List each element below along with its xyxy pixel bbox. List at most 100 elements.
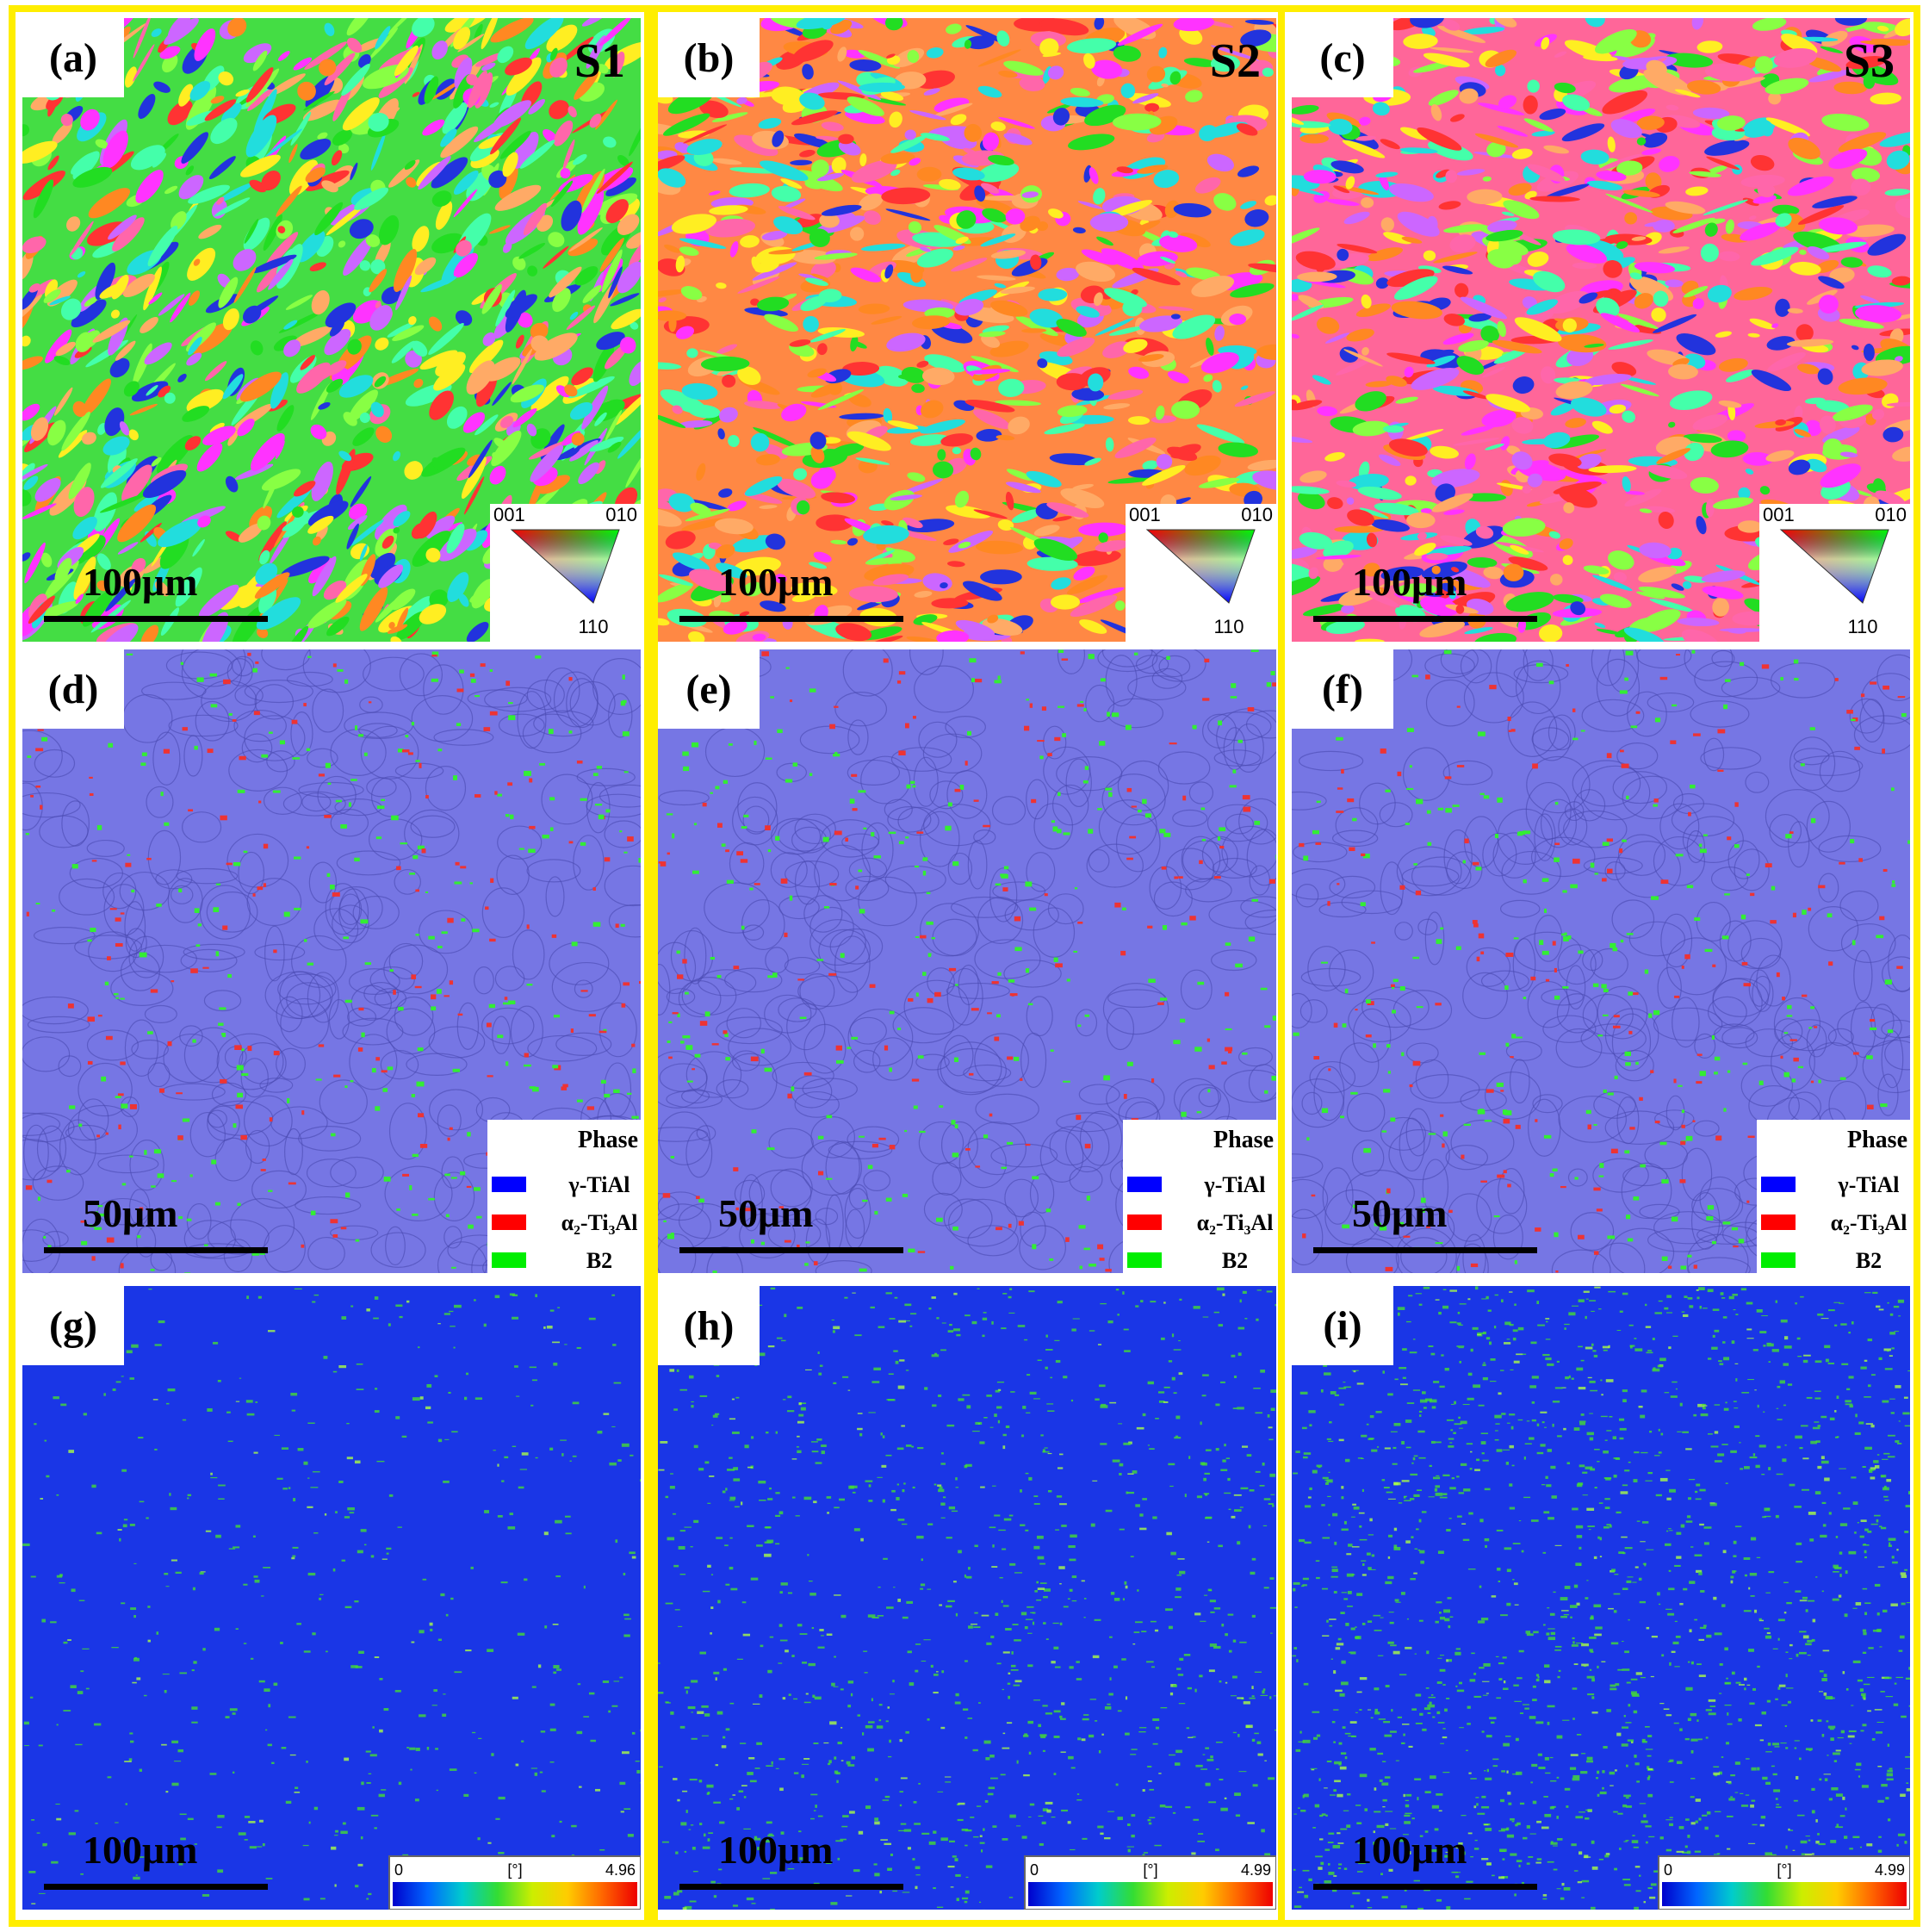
phase-speck bbox=[139, 952, 147, 958]
phase-speck bbox=[235, 1104, 244, 1109]
scale-bar bbox=[44, 616, 268, 622]
phase-speck bbox=[354, 857, 360, 862]
grain bbox=[811, 159, 829, 177]
grain-boundary bbox=[208, 1219, 270, 1255]
grain bbox=[1442, 19, 1461, 31]
phase-speck bbox=[1337, 883, 1340, 885]
phase-speck bbox=[1607, 1235, 1616, 1239]
phase-speck bbox=[1628, 1030, 1633, 1034]
grain bbox=[1533, 270, 1566, 293]
grain bbox=[1751, 370, 1791, 392]
phase-speck bbox=[1076, 704, 1084, 707]
phase-speck bbox=[1635, 1061, 1639, 1065]
phase-speck bbox=[1379, 1226, 1387, 1231]
grain bbox=[431, 190, 452, 207]
grain bbox=[1638, 566, 1677, 583]
phase-speck bbox=[931, 937, 935, 940]
phase-speck bbox=[539, 762, 546, 766]
phase-speck bbox=[141, 752, 147, 756]
grain bbox=[696, 463, 706, 481]
grain bbox=[977, 275, 1016, 281]
grain bbox=[1497, 320, 1506, 338]
grain-boundary bbox=[963, 1064, 1012, 1082]
grain bbox=[1527, 473, 1543, 488]
phase-speck bbox=[1426, 1226, 1430, 1228]
phase-speck bbox=[237, 789, 245, 793]
grain bbox=[1348, 474, 1389, 490]
misorientation-speck bbox=[78, 1600, 85, 1601]
grain bbox=[998, 378, 1025, 397]
grain bbox=[997, 519, 1014, 531]
grain bbox=[1867, 265, 1892, 278]
grain bbox=[792, 40, 834, 63]
phase-speck bbox=[234, 1045, 242, 1050]
grain bbox=[809, 228, 830, 247]
phase-speck bbox=[192, 1039, 196, 1043]
phase-speck bbox=[1264, 1025, 1271, 1028]
phase-speck bbox=[127, 854, 131, 856]
grain bbox=[481, 283, 502, 314]
phase-speck bbox=[1876, 935, 1884, 939]
grain-boundary bbox=[1882, 956, 1910, 992]
misorientation-speck bbox=[577, 1683, 581, 1686]
grain bbox=[1696, 40, 1723, 53]
grain-boundary bbox=[286, 671, 333, 687]
phase-speck bbox=[371, 1067, 376, 1073]
phase-speck bbox=[1077, 922, 1083, 924]
grain bbox=[135, 170, 164, 203]
phase-speck bbox=[1907, 840, 1910, 844]
grain-boundary bbox=[1460, 649, 1492, 684]
grain bbox=[455, 310, 473, 326]
phase-speck bbox=[1694, 917, 1701, 922]
grain bbox=[1676, 333, 1716, 356]
grain-boundary bbox=[522, 713, 582, 754]
grain bbox=[239, 371, 282, 402]
grain bbox=[1799, 249, 1807, 255]
phase-speck bbox=[1653, 804, 1658, 807]
grain bbox=[440, 128, 457, 147]
phase-speck bbox=[526, 924, 530, 929]
grain bbox=[658, 362, 682, 370]
grain bbox=[1468, 313, 1492, 322]
grain bbox=[1326, 199, 1360, 206]
phase-speck bbox=[1225, 942, 1231, 946]
grain-boundary bbox=[1808, 906, 1859, 952]
phase-speck bbox=[1650, 1070, 1654, 1073]
grain-boundary bbox=[658, 1127, 709, 1142]
grain bbox=[75, 593, 84, 605]
phase-speck bbox=[1383, 1089, 1391, 1093]
grain-boundary bbox=[818, 929, 871, 973]
grain-boundary bbox=[1660, 913, 1693, 968]
grain-boundary bbox=[240, 1058, 269, 1098]
grain bbox=[1167, 446, 1198, 462]
grain bbox=[227, 18, 247, 37]
grain bbox=[1503, 200, 1540, 220]
grain bbox=[916, 166, 942, 182]
grain-boundary bbox=[541, 773, 593, 825]
phase-speck bbox=[1827, 913, 1833, 918]
phase-speck bbox=[331, 1133, 336, 1137]
grain-boundary bbox=[974, 1033, 1029, 1087]
phase-speck bbox=[904, 1129, 908, 1133]
phase-speck bbox=[668, 1021, 673, 1024]
phase-speck bbox=[898, 841, 904, 845]
grain bbox=[592, 343, 615, 382]
phase-speck bbox=[619, 830, 623, 833]
phase-speck bbox=[698, 1198, 704, 1203]
grain bbox=[716, 544, 735, 559]
grain bbox=[414, 257, 437, 276]
grain bbox=[1796, 363, 1820, 375]
grain-boundary bbox=[147, 1062, 171, 1088]
grain-boundary bbox=[180, 649, 246, 687]
phase-speck bbox=[257, 886, 264, 891]
phase-speck bbox=[686, 1080, 693, 1083]
grain bbox=[1426, 355, 1455, 368]
grain bbox=[1838, 377, 1888, 395]
phase-speck bbox=[306, 846, 310, 849]
grain bbox=[527, 265, 538, 276]
grain bbox=[1487, 249, 1516, 269]
grain bbox=[1818, 276, 1845, 289]
phase-speck bbox=[115, 917, 121, 922]
phase-speck bbox=[1275, 854, 1276, 860]
grain bbox=[605, 177, 637, 196]
